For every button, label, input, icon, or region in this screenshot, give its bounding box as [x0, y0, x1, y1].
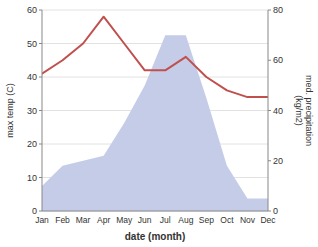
y-tick: [39, 77, 42, 78]
x-tick-label: Aug: [178, 215, 193, 225]
grid-line: [42, 10, 268, 11]
x-tick-label: Mar: [76, 215, 91, 225]
y2-axis-label-line: med. precipitation: [304, 75, 314, 146]
axes: [39, 10, 271, 211]
x-tick-label: Jun: [138, 215, 152, 225]
area: [42, 35, 268, 211]
x-tick-label: Jan: [35, 215, 49, 225]
x-tick-label: Apr: [97, 215, 110, 225]
y2-tick-label: 20: [273, 156, 283, 166]
x-tick-label: Nov: [240, 215, 256, 225]
y-tick: [39, 211, 42, 212]
y2-tick: [268, 110, 271, 111]
x-tick-label: Jul: [160, 215, 171, 225]
x-axis-label: date (month): [125, 231, 186, 242]
y-tick-label: 20: [27, 139, 37, 149]
y-tick-label: 60: [27, 5, 37, 15]
y-tick-label: 50: [27, 39, 37, 49]
grid-line: [42, 211, 268, 212]
x-tick-label: Feb: [55, 215, 70, 225]
page: {"chart_data": {"type": "line", "categor…: [0, 0, 318, 247]
y2-tick-label: 60: [273, 55, 283, 65]
grid-line: [42, 43, 268, 44]
y-tick: [39, 10, 42, 11]
line: [42, 17, 268, 97]
texts: 0102030405060020406080JanFebMarAprMayJun…: [5, 5, 314, 242]
chart: 0102030405060020406080JanFebMarAprMayJun…: [0, 0, 318, 247]
x-tick-label: Dec: [260, 215, 276, 225]
y2-axis-label-line: (kg/m2): [294, 95, 304, 126]
x-tick-label: May: [116, 215, 133, 225]
y2-tick-label: 80: [273, 5, 283, 15]
x-axis-line: [42, 211, 268, 212]
y-tick-label: 40: [27, 72, 37, 82]
y2-tick-label: 40: [273, 106, 283, 116]
y-tick: [39, 177, 42, 178]
y2-axis-label: med. precipitation(kg/m2): [294, 75, 314, 146]
y-tick: [39, 43, 42, 44]
x-tick-label: Sep: [199, 215, 214, 225]
y2-tick: [268, 10, 271, 11]
y-axis-label: max temp (C): [5, 83, 15, 138]
y-tick: [39, 110, 42, 111]
y-tick: [39, 144, 42, 145]
y2-tick: [268, 211, 271, 212]
grid: [42, 10, 268, 211]
y-tick-label: 10: [27, 173, 37, 183]
y2-tick: [268, 60, 271, 61]
x-tick-label: Oct: [220, 215, 234, 225]
y-tick-label: 30: [27, 106, 37, 116]
plot-data: [42, 17, 268, 211]
y2-tick: [268, 160, 271, 161]
